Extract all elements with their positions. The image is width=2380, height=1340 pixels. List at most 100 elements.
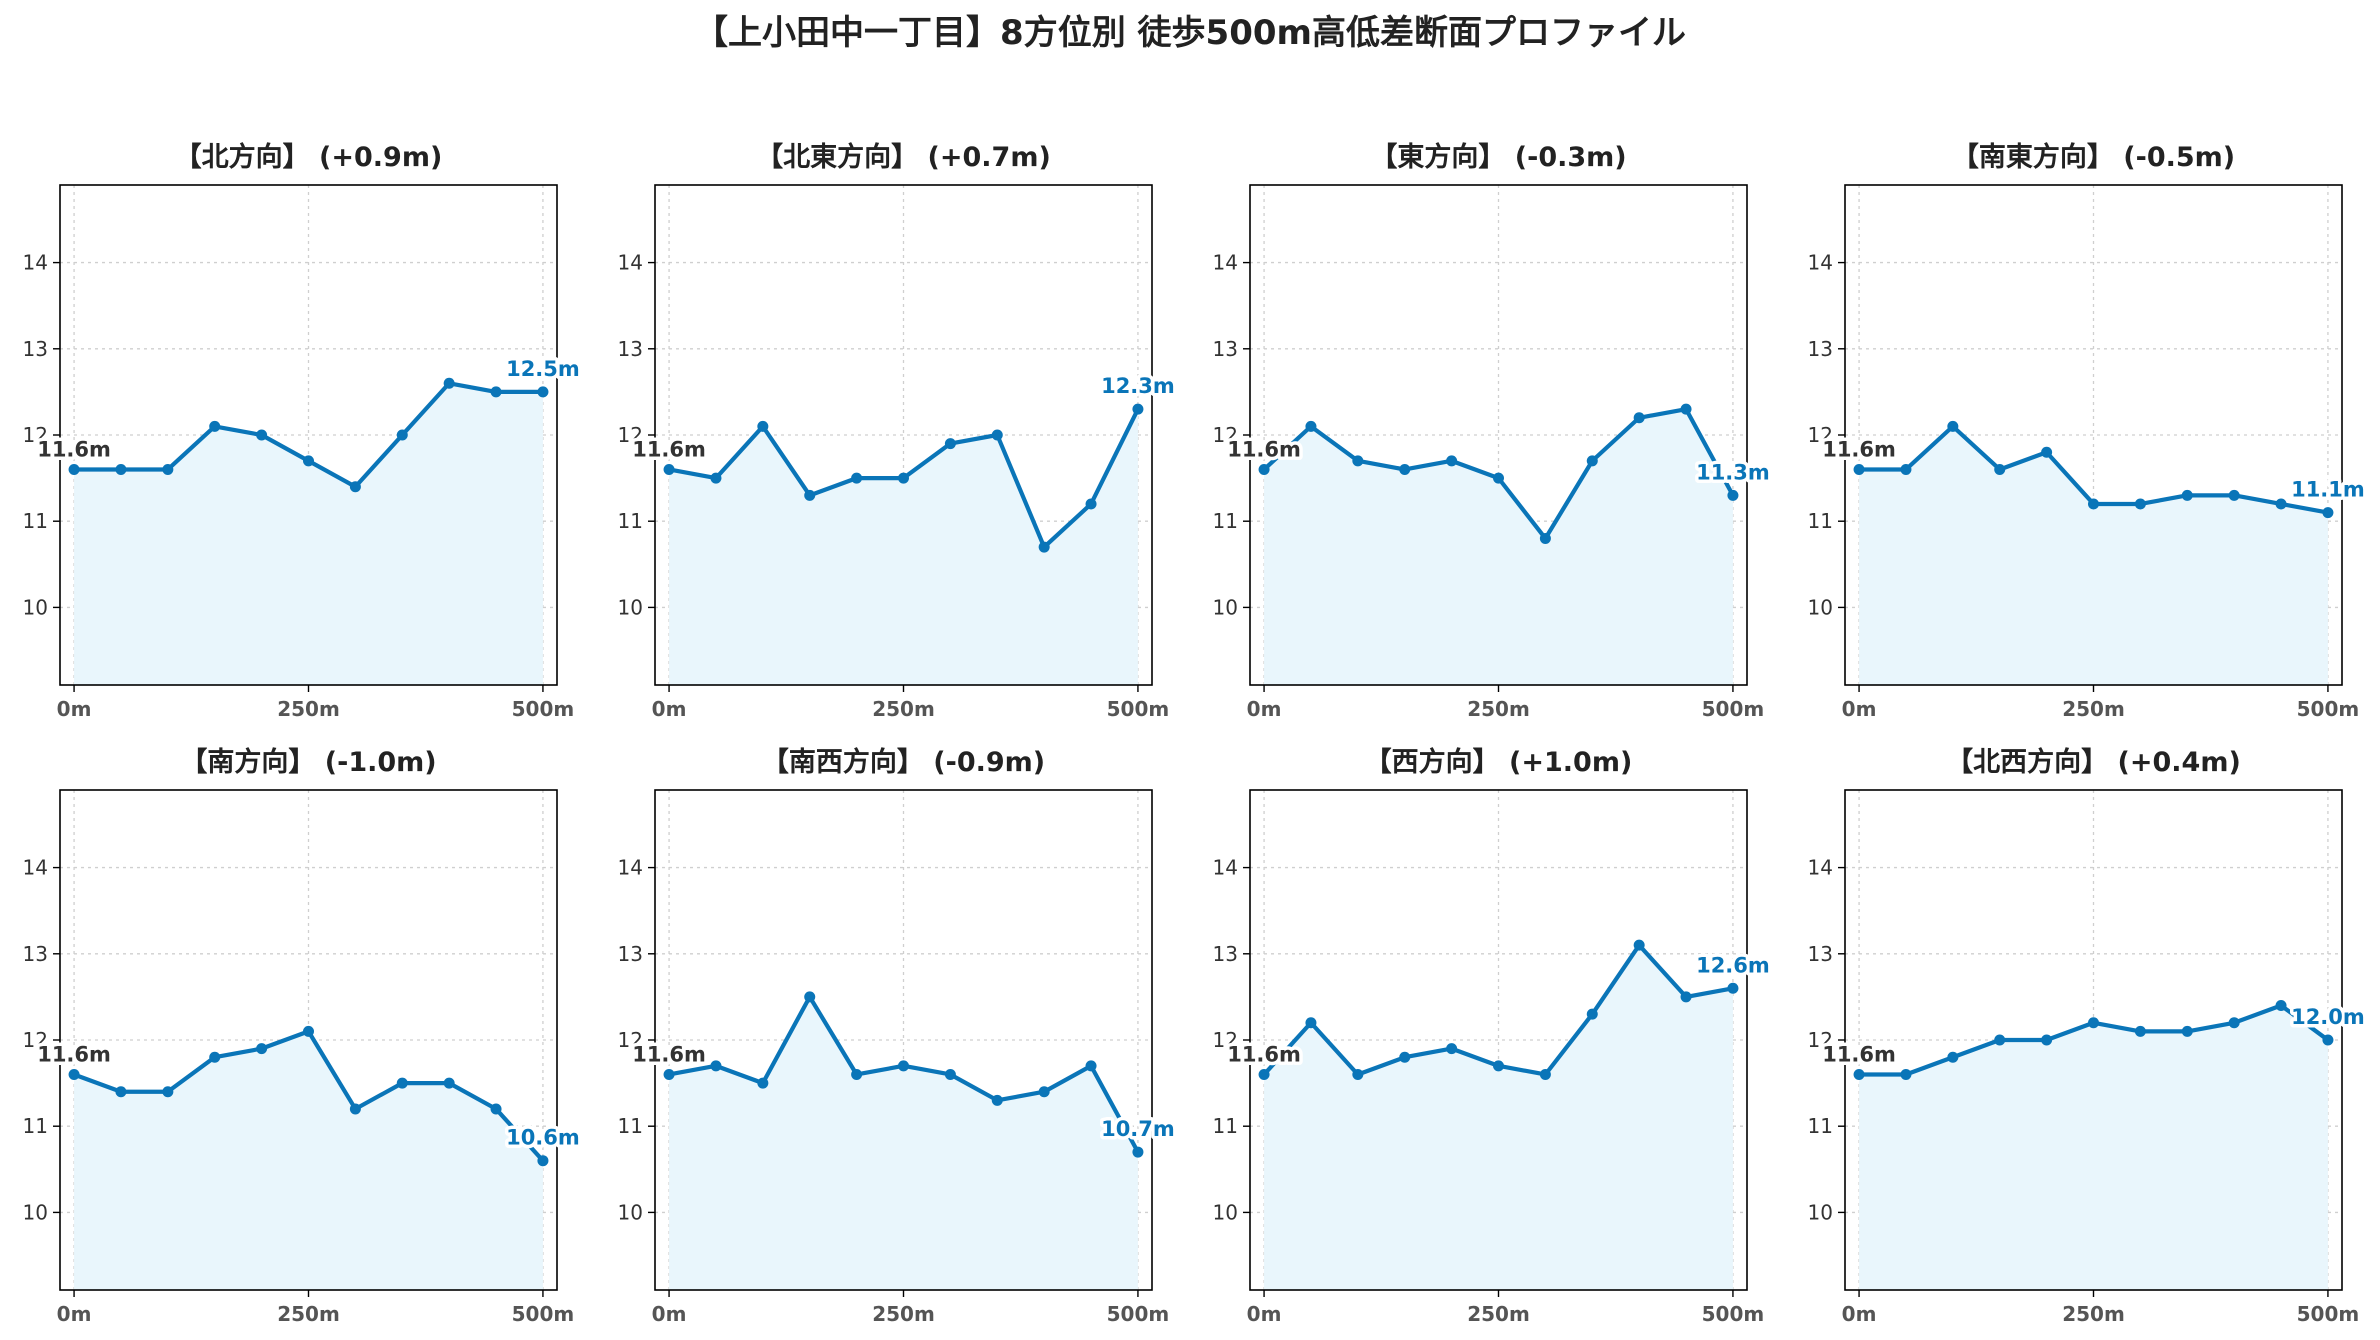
elevation-point — [1038, 1086, 1050, 1098]
elevation-point — [2275, 498, 2287, 510]
y-tick-label: 13 — [618, 337, 643, 361]
elevation-point — [1493, 1060, 1504, 1072]
y-tick-label: 10 — [23, 595, 48, 619]
end-elevation-label: 12.0m — [2291, 1005, 2365, 1029]
panel-title: 【南方向】 (-1.0m) — [180, 746, 436, 778]
profile-panel: 【南西方向】 (-0.9m) 10 11 12 13 14 0m 250m 500m 11.6m 1… — [618, 746, 1179, 1326]
elevation-point — [209, 1051, 221, 1063]
elevation-point — [1399, 1051, 1411, 1063]
y-tick-label: 14 — [23, 251, 48, 275]
y-tick-label: 13 — [1808, 337, 1833, 361]
y-tick-label: 11 — [23, 1114, 48, 1138]
panel-title: 【北西方向】 (+0.4m) — [1946, 746, 2241, 778]
y-tick-label: 11 — [1808, 1114, 1833, 1138]
elevation-point — [1493, 472, 1504, 484]
elevation-area — [1859, 1005, 2328, 1290]
elevation-point — [991, 429, 1003, 441]
elevation-point — [944, 438, 956, 450]
elevation-point — [1994, 1034, 2006, 1046]
elevation-point — [851, 1068, 863, 1080]
elevation-point — [349, 481, 361, 493]
start-elevation-label: 11.6m — [37, 1042, 111, 1066]
elevation-point — [537, 1155, 549, 1167]
y-tick-label: 12 — [1213, 423, 1238, 447]
elevation-point — [1853, 1068, 1865, 1080]
x-tick-label: 500m — [1702, 1302, 1765, 1326]
elevation-point — [663, 463, 675, 475]
elevation-point — [303, 455, 314, 467]
start-elevation-label: 11.6m — [632, 1042, 706, 1066]
x-tick-label: 0m — [1842, 1302, 1877, 1326]
elevation-point — [2322, 1034, 2334, 1046]
figure-title: 【上小田中一丁目】8方位別 徒歩500m高低差断面プロファイル — [694, 13, 1686, 53]
x-tick-label: 250m — [2062, 697, 2125, 721]
elevation-point — [1132, 1146, 1144, 1158]
elevation-point — [1633, 412, 1645, 424]
x-tick-label: 250m — [872, 697, 935, 721]
elevation-point — [851, 472, 863, 484]
y-tick-label: 10 — [618, 1200, 643, 1224]
elevation-area — [74, 1031, 543, 1290]
panel-title: 【南東方向】 (-0.5m) — [1952, 141, 2235, 173]
elevation-point — [1305, 1017, 1317, 1029]
elevation-point — [2134, 498, 2146, 510]
elevation-point — [2134, 1025, 2146, 1037]
end-elevation-label: 10.6m — [506, 1126, 580, 1150]
x-tick-label: 0m — [1247, 1302, 1282, 1326]
elevation-area — [1859, 426, 2328, 685]
start-elevation-label: 11.6m — [1227, 1042, 1301, 1066]
elevation-point — [898, 1060, 909, 1072]
elevation-point — [710, 472, 722, 484]
start-elevation-label: 11.6m — [632, 437, 706, 461]
elevation-point — [1947, 420, 1959, 432]
x-tick-label: 0m — [652, 697, 687, 721]
x-tick-label: 0m — [1247, 697, 1282, 721]
elevation-area — [669, 409, 1138, 685]
elevation-point — [1539, 532, 1551, 544]
elevation-point — [209, 420, 221, 432]
elevation-point — [1038, 541, 1050, 553]
elevation-point — [1258, 1068, 1270, 1080]
elevation-point — [1352, 1068, 1364, 1080]
elevation-point — [1539, 1068, 1551, 1080]
x-tick-label: 500m — [2297, 697, 2360, 721]
y-tick-label: 10 — [1213, 1200, 1238, 1224]
profile-panel: 【南方向】 (-1.0m) 10 11 12 13 14 0m 250m 500m 11.6m 10… — [23, 746, 584, 1326]
profile-panel: 【東方向】 (-0.3m) 10 11 12 13 14 0m 250m 500m 11.6m 11… — [1213, 141, 1774, 721]
y-tick-label: 12 — [1808, 423, 1833, 447]
x-tick-label: 500m — [1702, 697, 1765, 721]
start-elevation-label: 11.6m — [1227, 437, 1301, 461]
y-tick-label: 14 — [1808, 251, 1833, 275]
y-tick-label: 11 — [618, 509, 643, 533]
elevation-point — [1586, 455, 1598, 467]
y-tick-label: 12 — [23, 423, 48, 447]
x-tick-label: 500m — [512, 1302, 575, 1326]
x-tick-label: 250m — [2062, 1302, 2125, 1326]
elevation-point — [1727, 489, 1739, 501]
elevation-point — [1900, 463, 1912, 475]
y-tick-label: 11 — [618, 1114, 643, 1138]
y-tick-label: 14 — [1213, 251, 1238, 275]
x-tick-label: 500m — [512, 697, 575, 721]
y-tick-label: 11 — [23, 509, 48, 533]
elevation-point — [256, 1043, 268, 1055]
elevation-point — [757, 420, 769, 432]
x-tick-label: 250m — [277, 1302, 340, 1326]
elevation-point — [1727, 982, 1739, 994]
x-tick-label: 0m — [1842, 697, 1877, 721]
end-elevation-label: 11.1m — [2291, 478, 2365, 502]
elevation-point — [162, 1086, 174, 1098]
x-tick-label: 0m — [57, 1302, 92, 1326]
end-elevation-label: 12.3m — [1101, 374, 1175, 398]
panel-title: 【西方向】 (+1.0m) — [1365, 746, 1633, 778]
elevation-area — [1264, 409, 1733, 685]
x-tick-label: 0m — [652, 1302, 687, 1326]
elevation-point — [490, 1103, 502, 1115]
elevation-point — [303, 1025, 314, 1037]
elevation-point — [710, 1060, 722, 1072]
elevation-point — [804, 489, 816, 501]
elevation-point — [1085, 498, 1097, 510]
elevation-point — [115, 1086, 127, 1098]
x-tick-label: 250m — [872, 1302, 935, 1326]
